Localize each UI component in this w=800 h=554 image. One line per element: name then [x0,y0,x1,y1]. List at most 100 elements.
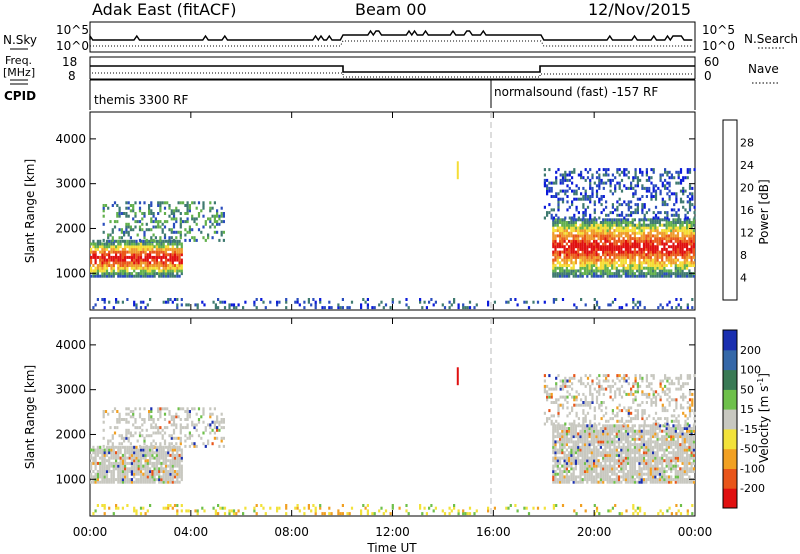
velocity-cell [108,451,111,455]
power-cell [565,272,568,276]
velocity-cell [649,451,652,455]
power-cell [556,218,559,222]
power-cell [681,261,684,265]
power-cell [166,201,169,205]
power-cell [142,261,145,265]
power-cell [670,229,673,233]
velocity-cell [204,444,207,448]
power-cell [121,266,124,270]
power-cell [605,170,608,174]
power-cell [328,306,331,310]
power-cell [139,261,143,265]
velocity-cell [164,459,168,463]
velocity-cell [125,407,128,411]
velocity-cell [153,470,156,473]
velocity-cell [598,379,601,383]
power-cell [640,231,643,235]
velocity-cell [595,401,599,404]
power-cell [663,237,666,241]
velocity-cell [580,382,583,386]
velocity-cell [559,387,562,391]
power-cell [561,298,565,301]
power-cell [568,216,571,220]
power-cell [649,269,652,273]
velocity-cell [121,453,124,457]
power-cell [664,216,667,220]
velocity-cell [577,392,580,396]
power-cell [155,242,158,246]
velocity-cell [178,445,181,449]
power-cell [611,173,614,177]
velocity-cell [216,415,219,419]
power-cell [590,245,593,249]
velocity-cell [658,437,661,441]
velocity-cell [649,475,652,479]
velocity-cell [130,461,133,465]
velocity-cell [692,453,695,457]
power-cell [586,245,589,249]
power-cell [665,258,668,262]
power-cell [615,218,618,222]
velocity-cell [126,456,129,460]
power-cell [565,255,568,259]
power-cell [657,211,660,215]
cpid-program-1: themis 3300 RF [94,93,188,107]
velocity-cell [162,472,165,476]
power-cell [586,264,589,267]
power-cell [583,245,587,249]
velocity-cell [602,387,605,391]
power-cell [675,170,678,174]
velocity-cell [110,461,113,465]
velocity-cell [638,467,641,471]
power-cell [633,239,636,243]
power-cell [168,238,171,242]
power-cell [296,298,299,301]
power-cell [658,264,661,267]
power-cell [94,247,97,251]
power-cell [686,303,689,307]
power-cell [632,192,635,196]
power-cell [103,266,106,270]
power-cell [647,264,650,267]
velocity-cell [633,448,636,452]
power-cell [102,230,105,234]
power-cell [546,178,549,182]
power-cell [581,264,584,267]
velocity-cell [121,459,124,463]
power-cell [643,213,646,217]
velocity-cell [690,437,693,441]
velocity-cell [119,467,122,471]
power-cell [590,218,593,222]
velocity-cell [570,475,573,479]
power-cell [561,242,564,246]
freq-unit-label: [MHz] [3,66,35,79]
velocity-cell [581,461,584,465]
velocity-cell [577,440,580,444]
power-cell [668,195,671,198]
velocity-cell [636,456,639,460]
power-cell [663,261,666,265]
velocity-cell [556,478,559,482]
power-cell [676,253,680,257]
velocity-cell [597,437,600,441]
power-cell [615,255,618,259]
power-cell [124,269,127,273]
velocity-cell [654,398,658,402]
power-cell [141,217,144,221]
velocity-cell [686,424,689,428]
velocity-cell [126,451,129,455]
velocity-cell [575,390,578,394]
power-cell [636,245,639,249]
power-cell [683,264,686,267]
power-cell [148,212,151,215]
power-cell [588,258,591,262]
power-cell [552,245,555,249]
power-cell [105,242,109,246]
velocity-cell [627,475,630,479]
velocity-cell [169,472,172,476]
velocity-cell [599,464,602,468]
velocity-cell [663,475,666,479]
power-cell [548,181,551,185]
velocity-cell [674,453,677,457]
velocity-cell [611,459,614,463]
